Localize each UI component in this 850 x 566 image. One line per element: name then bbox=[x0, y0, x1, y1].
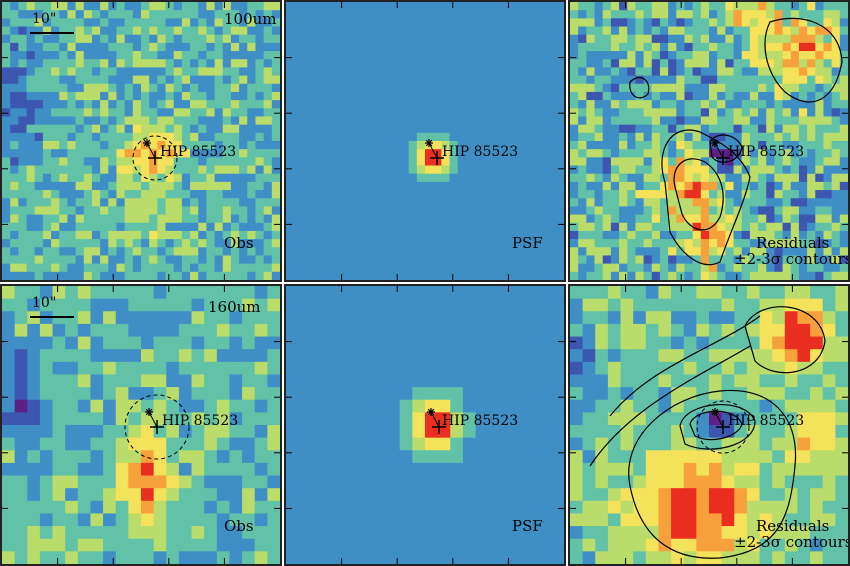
panel-100um-obs: 10" 100um HIP 85523 Obs bbox=[0, 0, 282, 282]
image-160um-residual bbox=[570, 286, 848, 564]
target-label: HIP 85523 bbox=[728, 413, 805, 429]
axis-ticks bbox=[286, 2, 564, 280]
axis-ticks bbox=[286, 286, 564, 564]
panel-160um-psf: HIP 85523 PSF bbox=[284, 284, 566, 566]
panel-label-obs: Obs bbox=[224, 517, 254, 535]
panel-160um-obs: 10" 160um HIP 85523 Obs bbox=[0, 284, 282, 566]
target-label: HIP 85523 bbox=[442, 144, 519, 160]
scale-bar-label: 10" bbox=[32, 11, 57, 27]
image-160um-psf bbox=[286, 286, 564, 564]
target-label: HIP 85523 bbox=[442, 413, 519, 429]
target-markers bbox=[124, 394, 190, 460]
panel-label-psf: PSF bbox=[512, 517, 543, 535]
scale-bar bbox=[30, 32, 74, 34]
scale-bar-label: 10" bbox=[32, 295, 57, 311]
scale-bar bbox=[30, 316, 74, 318]
target-markers bbox=[425, 139, 444, 165]
target-label: HIP 85523 bbox=[728, 144, 805, 160]
target-markers bbox=[696, 400, 750, 454]
target-label: HIP 85523 bbox=[160, 144, 237, 160]
panel-100um-residual: HIP 85523 Residuals ±2-3σ contours bbox=[568, 0, 850, 282]
axis-ticks bbox=[570, 286, 848, 564]
image-100um-residual bbox=[570, 2, 848, 280]
target-markers bbox=[427, 408, 446, 434]
image-100um-obs bbox=[2, 2, 280, 280]
panel-label-psf: PSF bbox=[512, 234, 543, 252]
panel-label-residuals: Residuals bbox=[756, 234, 830, 252]
axis-ticks bbox=[2, 286, 280, 564]
panel-160um-residual: HIP 85523 Residuals ±2-3σ contours bbox=[568, 284, 850, 566]
target-markers bbox=[711, 139, 730, 165]
axis-ticks bbox=[570, 2, 848, 280]
panel-label-contours: ±2-3σ contours bbox=[734, 250, 850, 268]
band-label: 160um bbox=[208, 298, 261, 316]
image-100um-psf bbox=[286, 2, 564, 280]
contour-lines bbox=[589, 306, 826, 559]
panel-label-contours: ±2-3σ contours bbox=[734, 533, 850, 551]
contour-lines bbox=[629, 17, 843, 266]
panel-100um-psf: HIP 85523 PSF bbox=[284, 0, 566, 282]
panel-label-obs: Obs bbox=[224, 234, 254, 252]
target-label: HIP 85523 bbox=[162, 413, 239, 429]
target-markers bbox=[132, 135, 178, 181]
band-label: 100um bbox=[224, 10, 277, 28]
panel-label-residuals: Residuals bbox=[756, 517, 830, 535]
image-160um-obs bbox=[2, 286, 280, 564]
axis-ticks bbox=[2, 2, 280, 280]
